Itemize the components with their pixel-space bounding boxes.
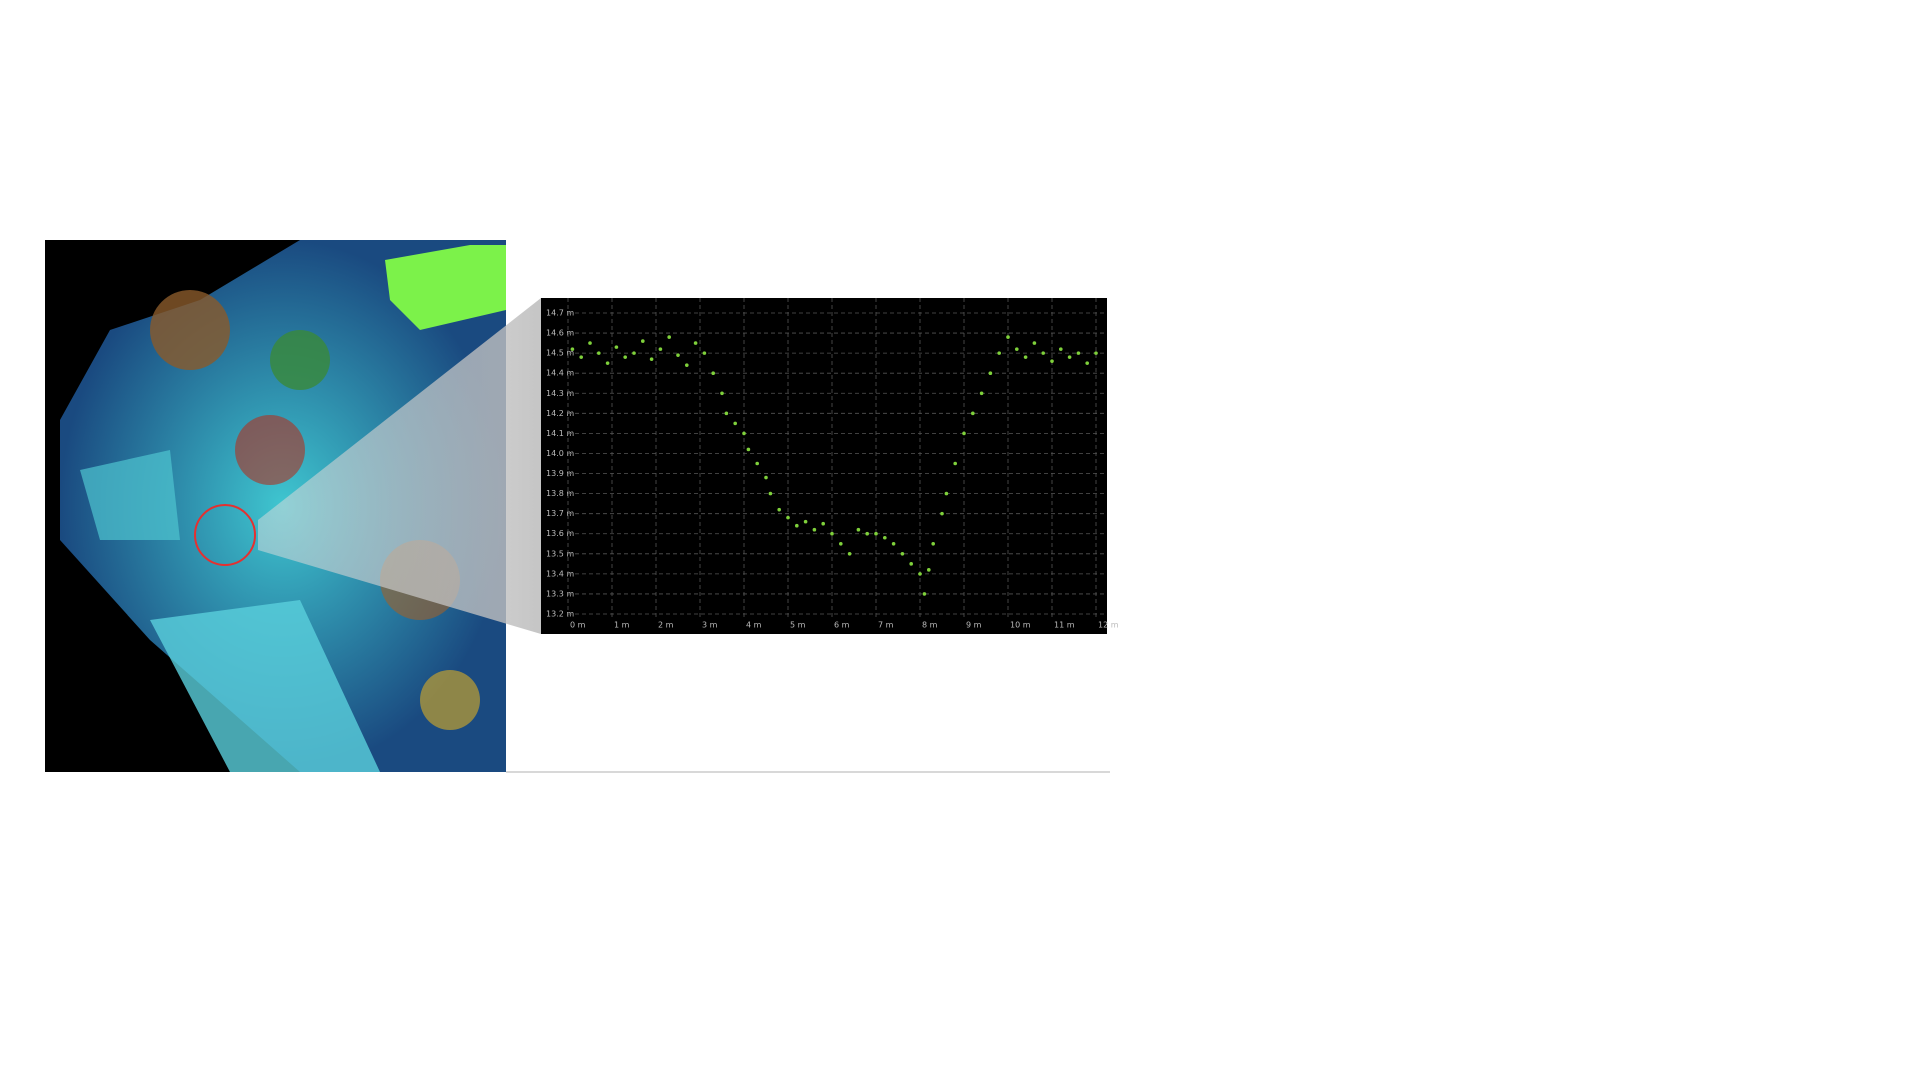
x-tick-label: 11 m (1054, 621, 1075, 630)
point (997, 351, 1001, 355)
point (1032, 341, 1037, 345)
point (795, 523, 799, 528)
y-tick-label: 13.9 m (546, 469, 574, 478)
point (1006, 335, 1010, 339)
point (667, 335, 671, 339)
point (865, 531, 869, 536)
y-tick-label: 14.7 m (546, 309, 574, 318)
point (1015, 347, 1019, 351)
point (1041, 351, 1045, 355)
y-tick-label: 14.3 m (546, 389, 574, 398)
point (676, 353, 680, 357)
x-tick-label: 1 m (614, 621, 630, 630)
point (1067, 355, 1072, 359)
point (685, 363, 689, 367)
point (953, 461, 957, 466)
point-cloud-image (45, 240, 1110, 773)
point (764, 475, 768, 480)
point (847, 552, 852, 556)
chart-panel (541, 298, 1107, 634)
y-tick-label: 14.6 m (546, 329, 574, 338)
y-tick-label: 13.2 m (546, 610, 574, 619)
point (918, 572, 922, 576)
point (803, 519, 808, 524)
point (1050, 359, 1054, 363)
x-tick-label: 5 m (790, 621, 806, 630)
x-tick-label: 4 m (746, 621, 762, 630)
point (588, 341, 592, 345)
point (927, 568, 931, 572)
point (874, 531, 878, 536)
point (786, 515, 790, 520)
y-tick-label: 14.5 m (546, 349, 574, 358)
x-tick-label: 3 m (702, 621, 718, 630)
point (839, 541, 843, 546)
x-tick-label: 2 m (658, 621, 674, 630)
point (605, 361, 610, 365)
point (597, 351, 601, 355)
point (711, 371, 715, 376)
point (649, 357, 654, 361)
point (614, 345, 619, 349)
point (693, 341, 698, 345)
point (733, 421, 737, 426)
point (830, 531, 834, 536)
point (1094, 351, 1098, 355)
point (623, 355, 627, 359)
point (768, 491, 773, 496)
point (812, 527, 817, 532)
point (641, 339, 645, 343)
point (979, 391, 984, 396)
point (724, 411, 729, 416)
y-tick-label: 13.8 m (546, 489, 574, 498)
point (988, 371, 993, 376)
y-tick-label: 13.5 m (546, 549, 574, 558)
point (746, 447, 751, 452)
y-tick-label: 14.2 m (546, 409, 574, 418)
x-tick-label: 9 m (966, 621, 982, 630)
y-tick-label: 13.3 m (546, 589, 574, 598)
point (900, 552, 905, 556)
point (742, 431, 746, 436)
point (658, 347, 663, 351)
point (1085, 361, 1089, 365)
point (579, 355, 583, 359)
point (777, 507, 781, 512)
x-tick-label: 10 m (1010, 621, 1031, 630)
y-tick-label: 13.4 m (546, 569, 574, 578)
point (856, 527, 861, 532)
point (755, 461, 759, 466)
point (922, 592, 927, 596)
point (944, 491, 949, 496)
x-tick-label: 0 m (570, 621, 586, 630)
point (891, 541, 896, 546)
point (1059, 347, 1063, 351)
y-tick-label: 13.7 m (546, 509, 574, 518)
point (962, 431, 966, 436)
point (632, 351, 636, 355)
y-tick-label: 14.4 m (546, 369, 574, 378)
point (570, 347, 575, 351)
x-tick-label: 6 m (834, 621, 850, 630)
point (702, 351, 707, 355)
point (909, 562, 913, 566)
point (931, 541, 935, 546)
point (821, 521, 825, 526)
x-tick-label: 7 m (878, 621, 894, 630)
point (1076, 351, 1081, 355)
y-tick-label: 13.6 m (546, 529, 574, 538)
y-tick-label: 14.0 m (546, 449, 574, 458)
x-tick-label: 12 m (1098, 621, 1119, 630)
point (971, 411, 975, 416)
scatter-chart: 13.2 m 13.3 m 13.4 m 13.5 m 13.6 m 13.7 m 13.8… (546, 298, 1119, 630)
x-tick-label: 8 m (922, 621, 938, 630)
y-tick-label: 14.1 m (546, 429, 574, 438)
point (720, 391, 724, 396)
point (1023, 355, 1028, 359)
point (883, 535, 887, 540)
point (940, 511, 944, 516)
